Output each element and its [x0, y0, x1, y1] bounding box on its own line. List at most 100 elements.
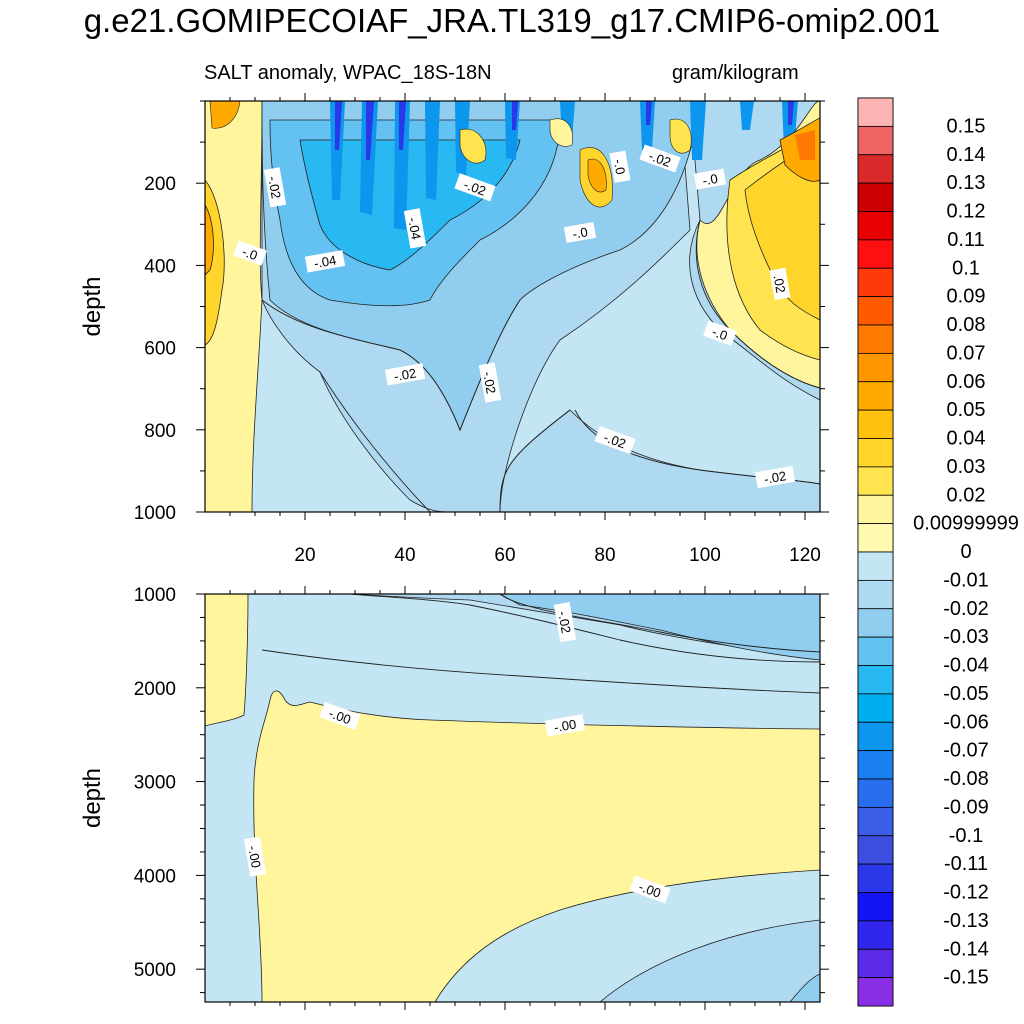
upper-contour-label: -.0	[571, 224, 589, 241]
upper-contour-label: .02	[771, 274, 789, 294]
colorbar-swatch	[857, 438, 894, 468]
colorbar-swatch	[857, 352, 894, 383]
chart-title: g.e21.GOMIPECOIAF_JRA.TL319_g17.CMIP6-om…	[83, 2, 941, 39]
colorbar-swatch	[857, 579, 894, 610]
upper-y-tick-label: 200	[144, 174, 176, 195]
colorbar-swatch	[857, 466, 894, 496]
upper-contour-label-bg	[384, 363, 426, 386]
colorbar-label: 0.14	[947, 144, 986, 166]
chart-subtitle: SALT anomaly, WPAC_18S-18N	[204, 62, 492, 84]
lower-contour-label: -.02	[555, 610, 574, 635]
colorbar-label: -0.1	[949, 825, 983, 847]
colorbar-swatch	[857, 182, 894, 212]
colorbar-label: -0.04	[943, 655, 989, 677]
colorbar-label: -0.02	[943, 598, 989, 620]
lower-contour-label-bg	[544, 714, 586, 737]
colorbar-swatch	[857, 324, 894, 354]
colorbar-swatch	[857, 239, 894, 269]
colorbar-label: 0	[960, 541, 971, 563]
upper-contour-label: -.04	[313, 252, 338, 271]
colorbar-label: -0.14	[943, 938, 989, 960]
colorbar-label: -0.01	[943, 569, 989, 591]
lower-y-tick-label: 1000	[134, 585, 176, 606]
colorbar-label: 0.05	[947, 399, 986, 421]
upper-contour-label-bg	[478, 362, 502, 403]
colorbar-swatch	[857, 494, 894, 525]
colorbar-swatch	[857, 863, 894, 893]
colorbar-swatch	[857, 381, 894, 411]
upper-contour-label: -.0	[710, 324, 729, 343]
upper-y-axis-label: depth	[79, 276, 106, 336]
upper-contour-label: -.04	[405, 216, 424, 241]
colorbar-label: 0.03	[947, 456, 986, 478]
lower-contour-label: -.00	[637, 879, 663, 901]
colorbar-label: 0.11	[947, 229, 984, 251]
lower-y-tick-label: 4000	[134, 866, 176, 887]
upper-contour-label: -.02	[602, 430, 628, 452]
colorbar-label: 0.1	[952, 257, 980, 279]
colorbar-swatch	[857, 523, 894, 553]
colorbar-swatch	[857, 835, 894, 865]
upper-contour-label-bg	[304, 250, 346, 273]
colorbar-swatch	[857, 267, 894, 298]
colorbar-swatch	[857, 154, 894, 184]
upper-contour-label-bg	[594, 426, 636, 455]
colorbar-label: 0.07	[947, 342, 986, 364]
colorbar-label: -0.07	[943, 740, 989, 762]
colorbar-label: 0.06	[947, 371, 986, 393]
colorbar-swatch	[857, 806, 894, 837]
upper-x-tick-label: 20	[294, 545, 315, 566]
upper-x-tick-label: 60	[494, 545, 515, 566]
colorbar-swatch	[857, 665, 894, 695]
colorbar-swatch	[857, 409, 894, 439]
colorbar-label: 0.13	[947, 172, 986, 194]
colorbar-label: 0.08	[947, 314, 986, 336]
colorbar-label: 0.02	[947, 484, 986, 506]
lower-contour-label-bg	[629, 875, 671, 904]
upper-panel-field	[205, 101, 820, 512]
lower-y-tick-label: 2000	[134, 679, 176, 700]
lower-plot-frame	[204, 593, 821, 1003]
colorbar-label: -0.11	[944, 853, 988, 875]
colorbar-label: -0.08	[943, 768, 989, 790]
upper-contour-label: -.0	[240, 244, 259, 263]
colorbar-label: -0.03	[943, 626, 989, 648]
colorbar-swatch	[857, 551, 894, 581]
colorbar-label: -0.05	[943, 683, 989, 705]
colorbar-swatch	[857, 211, 894, 241]
colorbar-swatch	[857, 693, 894, 723]
upper-contour-label-bg	[454, 173, 496, 202]
lower-contour-label-bg	[319, 701, 361, 730]
upper-contour-label-bg	[754, 465, 796, 489]
upper-x-tick-label: 40	[394, 545, 415, 566]
colorbar-label: 0.09	[947, 286, 986, 308]
upper-contour-label: -.02	[393, 365, 418, 384]
upper-contour-label-bg	[263, 167, 287, 208]
upper-contour-label-bg	[639, 144, 681, 173]
colorbar-swatch	[857, 920, 894, 950]
upper-contour-label: -.0	[701, 171, 719, 188]
colorbar-swatch	[857, 721, 894, 752]
upper-contour-label-bg	[703, 320, 737, 346]
colorbar-swatch	[857, 296, 894, 326]
upper-x-tick-label: 100	[689, 545, 721, 566]
upper-contour-label: -.0	[611, 158, 628, 176]
lower-contour-label: -.00	[553, 716, 578, 735]
colorbar-label: -0.12	[943, 882, 989, 904]
lower-contour-label: -.00	[245, 844, 264, 869]
colorbar-label: -0.06	[943, 711, 989, 733]
upper-contour-label-bg	[769, 267, 791, 301]
colorbar-label: 0.15	[947, 115, 986, 137]
units-label: gram/kilogram	[672, 62, 799, 84]
upper-contour-label-bg	[563, 222, 597, 244]
colorbar-swatch	[857, 977, 894, 1007]
upper-y-tick-label: 800	[144, 421, 176, 442]
upper-x-tick-label: 80	[594, 545, 615, 566]
upper-contour-label: -.02	[647, 148, 673, 170]
colorbar-label: -0.15	[943, 967, 989, 989]
upper-y-tick-label: 600	[144, 339, 176, 360]
upper-contour-label: -.02	[763, 468, 788, 487]
colorbar-label: 0.04	[947, 428, 986, 450]
upper-contour-label-bg	[233, 240, 267, 266]
